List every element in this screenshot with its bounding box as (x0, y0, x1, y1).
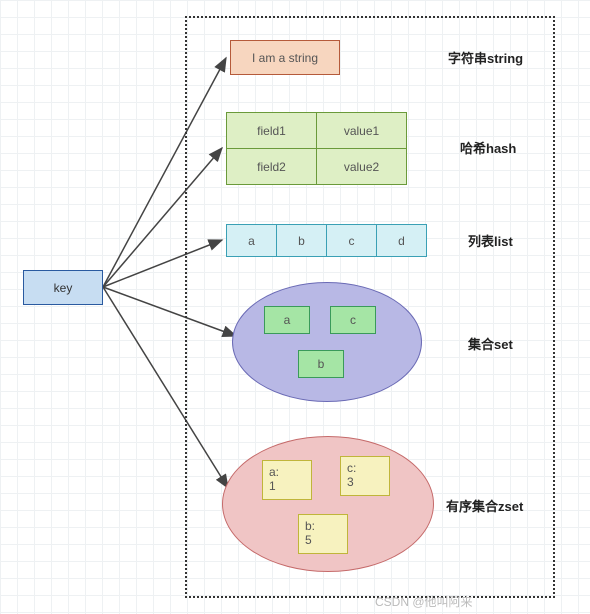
list-table: a b c d (226, 224, 427, 257)
key-box: key (23, 270, 103, 305)
hash-type-label: 哈希hash (460, 138, 516, 157)
string-box: I am a string (230, 40, 340, 75)
hash-cell: value1 (317, 113, 407, 149)
zset-type-label: 有序集合zset (446, 496, 523, 515)
string-text: I am a string (252, 51, 318, 65)
key-label: key (54, 281, 73, 295)
zset-item-c: c: 3 (340, 456, 390, 496)
hash-cell: field2 (227, 149, 317, 185)
set-item-c: c (330, 306, 376, 334)
hash-cell: value2 (317, 149, 407, 185)
set-item-b: b (298, 350, 344, 378)
list-cell: d (377, 225, 427, 257)
list-cell: b (277, 225, 327, 257)
hash-cell: field1 (227, 113, 317, 149)
string-type-label: 字符串string (448, 48, 523, 67)
set-type-label: 集合set (468, 334, 513, 353)
zset-item-a: a: 1 (262, 460, 312, 500)
zset-item-b: b: 5 (298, 514, 348, 554)
list-cell: c (327, 225, 377, 257)
list-cell: a (227, 225, 277, 257)
hash-table: field1 value1 field2 value2 (226, 112, 407, 185)
set-ellipse (232, 282, 422, 402)
list-type-label: 列表list (468, 231, 513, 250)
set-item-a: a (264, 306, 310, 334)
watermark: CSDN @他叫阿来 (375, 593, 473, 610)
